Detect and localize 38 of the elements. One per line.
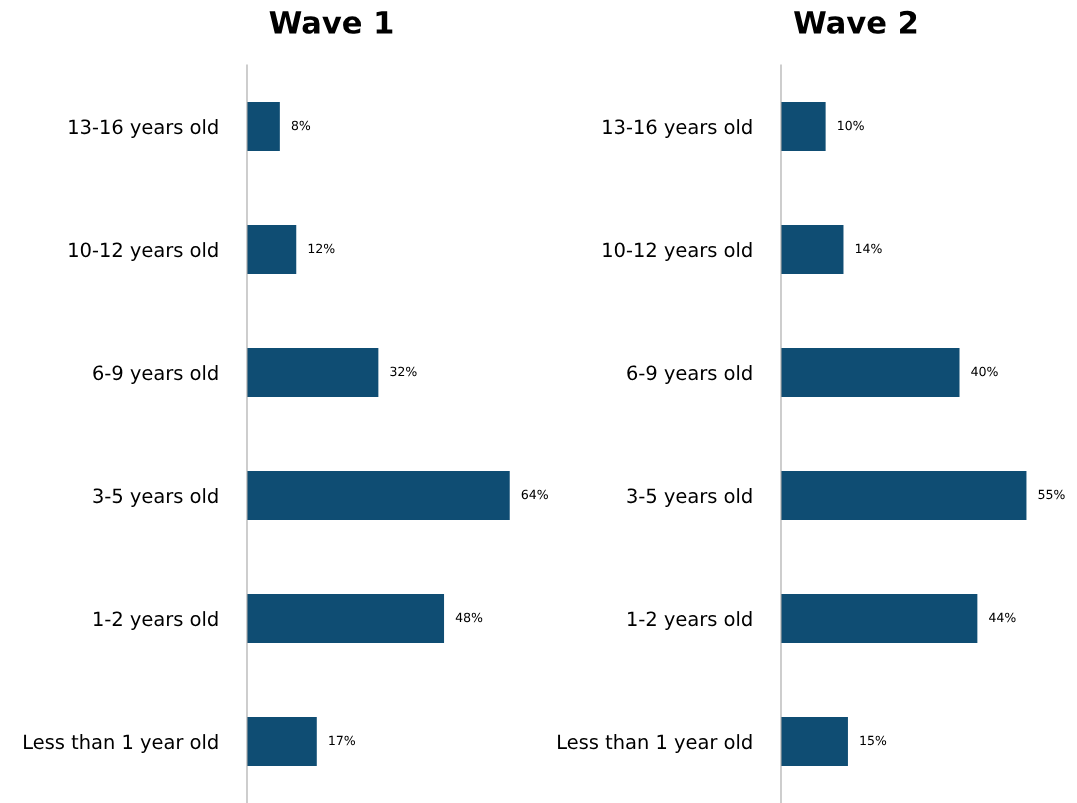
- y-tick-label: 1-2 years old: [628, 611, 752, 630]
- chart-title: Wave 1: [269, 11, 393, 34]
- y-tick-label: 6-9 years old: [627, 365, 752, 384]
- bar: [247, 716, 317, 767]
- chart-title: Wave 2: [794, 10, 917, 34]
- bar: [781, 224, 844, 275]
- y-tick-label: 3-5 years old: [627, 488, 752, 507]
- y-tick-label: Less than 1 year old: [24, 734, 218, 753]
- bar: [781, 101, 826, 152]
- data-label: 40%: [971, 366, 998, 377]
- bar: [247, 224, 297, 275]
- bar: [247, 101, 280, 152]
- data-label: 32%: [390, 366, 417, 377]
- bar: [781, 593, 978, 644]
- y-tick-label: 13-16 years old: [603, 119, 752, 138]
- data-label: 17%: [329, 735, 355, 746]
- bar: [781, 470, 1027, 521]
- y-tick-label: 6-9 years old: [93, 365, 218, 384]
- data-label: 10%: [838, 120, 864, 131]
- bar: [247, 593, 445, 644]
- data-label: 8%: [291, 120, 311, 131]
- data-label: 14%: [855, 243, 882, 254]
- y-tick-label: 10-12 years old: [603, 242, 752, 261]
- y-tick-label: 3-5 years old: [93, 488, 218, 507]
- data-label: 15%: [860, 735, 887, 746]
- bar: [247, 470, 510, 521]
- bar: [781, 347, 960, 398]
- bar: [781, 716, 848, 767]
- y-tick-label: Less than 1 year old: [558, 734, 752, 753]
- data-label: 64%: [521, 489, 548, 500]
- bar: [247, 347, 379, 398]
- data-label: 44%: [989, 612, 1016, 623]
- data-label: 48%: [455, 612, 483, 623]
- data-label: 12%: [308, 243, 335, 254]
- y-tick-label: 1-2 years old: [94, 611, 218, 630]
- y-tick-label: 10-12 years old: [69, 242, 218, 261]
- data-label: 55%: [1038, 489, 1065, 500]
- y-tick-label: 13-16 years old: [69, 119, 218, 138]
